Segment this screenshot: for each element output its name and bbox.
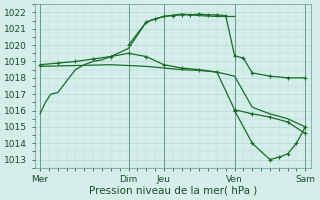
- X-axis label: Pression niveau de la mer( hPa ): Pression niveau de la mer( hPa ): [89, 186, 257, 196]
